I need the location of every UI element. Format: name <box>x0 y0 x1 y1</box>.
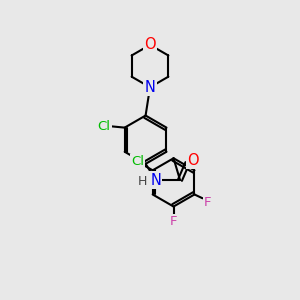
Text: F: F <box>204 196 212 208</box>
Text: O: O <box>188 152 199 167</box>
Text: N: N <box>151 172 161 188</box>
Text: Cl: Cl <box>98 120 111 133</box>
Text: H: H <box>138 175 147 188</box>
Text: N: N <box>145 80 155 95</box>
Text: F: F <box>170 215 177 228</box>
Text: O: O <box>144 38 156 52</box>
Text: Cl: Cl <box>131 155 144 168</box>
